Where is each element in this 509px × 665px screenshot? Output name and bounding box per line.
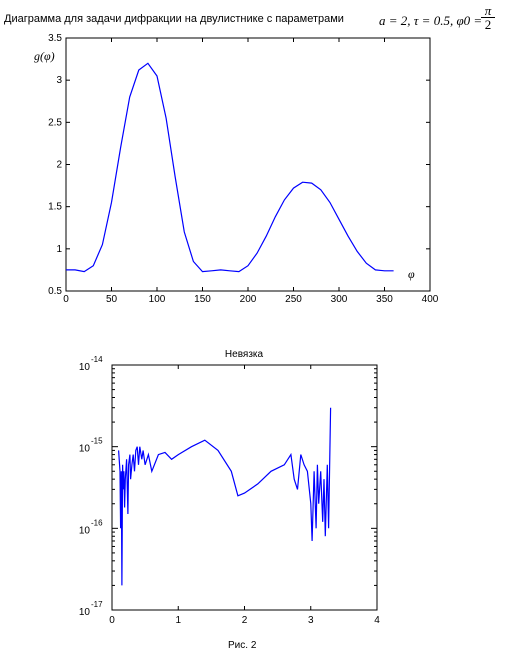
chart2-plot-frame [111,364,378,611]
chart2-ytick-label: 10 [79,525,91,536]
chart1-ytick-label: 2.5 [48,117,62,128]
chart1-series-line [66,62,394,273]
figure-caption: Рис. 2 [228,640,257,651]
chart2-ytick-exponent: -17 [91,600,103,609]
chart1-ytick-label: 1.5 [48,202,62,213]
chart1-xtick-label: 150 [194,294,211,305]
chart1-xtick-label: 300 [331,294,348,305]
chart2-xtick-label: 4 [374,615,380,626]
chart2-ytick-exponent: -15 [91,437,103,446]
chart1-plot-frame [65,37,431,292]
chart1-ytick-label: 1 [56,244,62,255]
chart1-ytick-label: 3.5 [48,33,62,44]
chart1-xtick-label: 0 [63,294,69,305]
chart1-ytick-label: 0.5 [48,286,62,297]
phi0-fraction: π 2 [481,4,495,32]
chart2-xtick-label: 1 [175,615,181,626]
chart1-xtick-label: 50 [106,294,118,305]
chart1-ytick-label: 2 [56,160,62,171]
chart1-xtick-label: 100 [149,294,166,305]
chart1-xtick-label: 250 [285,294,302,305]
chart2-ytick-exponent: -14 [91,355,103,364]
chart1-xlabel: φ [408,267,415,281]
chart2-ytick-label: 10 [79,607,91,618]
phi0-denominator: 2 [484,17,492,32]
chart2-ytick-label: 10 [79,362,91,373]
heading-text: Диаграмма для задачи дифракции на двулис… [4,13,344,25]
chart1-xtick-label: 400 [422,294,439,305]
phi0-numerator: π [484,3,492,18]
chart2-ytick-label: 10 [79,444,91,455]
chart2-xtick-label: 3 [308,615,314,626]
chart1-ylabel: g(φ) [34,49,55,63]
chart-g-phi: 0 50 100 150 200 250 300 350 4000.511.522.533.5 … [34,33,439,305]
fraction-bar [481,17,495,18]
chart1-ytick-label: 3 [56,75,62,86]
chart2-xtick-label: 2 [242,615,248,626]
chart1-xtick-label: 200 [240,294,257,305]
chart2-title: Невязка [225,349,264,360]
chart1-xtick-label: 350 [376,294,393,305]
figure-heading: Диаграмма для задачи дифракции на двулис… [4,4,509,34]
heading-parameters: a = 2, τ = 0.5, φ0 = [379,13,483,28]
chart2-xtick-label: 0 [109,615,115,626]
chart2-series-line [118,407,332,586]
chart2-ytick-exponent: -16 [91,518,103,527]
